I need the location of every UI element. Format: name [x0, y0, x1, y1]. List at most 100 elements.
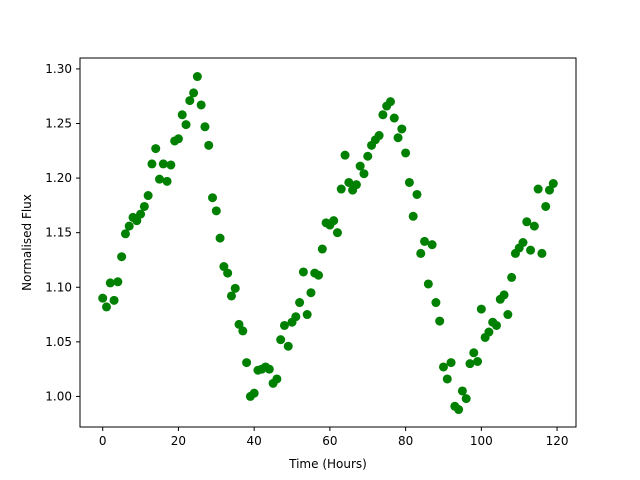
data-point — [522, 217, 532, 227]
data-point — [192, 72, 202, 82]
data-point — [98, 293, 108, 303]
data-point — [363, 151, 373, 161]
data-point — [226, 291, 236, 301]
data-point — [283, 341, 293, 351]
data-point — [185, 96, 195, 106]
data-point — [526, 245, 536, 255]
data-point — [446, 358, 456, 368]
x-tick-label: 60 — [322, 434, 337, 448]
data-point — [155, 174, 165, 184]
data-point — [412, 189, 422, 199]
data-point — [242, 358, 252, 368]
data-point — [181, 120, 191, 130]
data-point — [177, 110, 187, 120]
data-point — [385, 97, 395, 107]
x-tick-label: 40 — [247, 434, 262, 448]
data-point — [355, 161, 365, 171]
data-point — [189, 88, 199, 98]
data-point — [158, 159, 168, 169]
plot-frame — [79, 57, 577, 428]
y-tick-label: 1.00 — [45, 389, 72, 403]
data-point — [435, 316, 445, 326]
data-point — [351, 180, 361, 190]
y-axis-ticks: 1.00 1.05 1.10 1.15 1.20 1.25 1.30 — [45, 62, 80, 403]
data-point — [124, 221, 134, 231]
data-point — [291, 312, 301, 322]
data-point — [438, 362, 448, 372]
data-point — [469, 348, 479, 358]
y-tick-label: 1.20 — [45, 171, 72, 185]
data-point — [147, 159, 157, 169]
data-point — [249, 388, 259, 398]
data-point — [295, 298, 305, 308]
data-point — [314, 270, 324, 280]
data-point — [393, 133, 403, 143]
data-point — [408, 211, 418, 221]
data-point — [491, 320, 501, 330]
data-point — [332, 228, 342, 238]
data-point — [541, 201, 551, 211]
data-point — [238, 326, 248, 336]
data-point — [139, 201, 149, 211]
data-point — [507, 272, 517, 282]
data-point — [374, 131, 384, 141]
data-point — [518, 238, 528, 247]
data-point — [298, 267, 308, 277]
data-point — [340, 150, 350, 160]
data-point — [548, 179, 558, 189]
data-point — [442, 374, 452, 384]
x-tick-label: 120 — [546, 434, 569, 448]
data-point — [473, 357, 483, 366]
data-point — [132, 216, 142, 226]
data-point — [457, 386, 467, 396]
data-point — [223, 268, 233, 278]
data-point — [117, 252, 127, 262]
data-point — [461, 394, 471, 404]
data-point — [211, 206, 221, 216]
data-point — [230, 283, 240, 293]
data-point — [109, 295, 119, 305]
data-point — [533, 184, 543, 194]
data-point — [113, 277, 123, 287]
data-point — [404, 177, 414, 187]
data-point — [279, 320, 289, 330]
x-tick-label: 80 — [398, 434, 413, 448]
data-point — [499, 290, 509, 300]
data-point — [389, 113, 399, 123]
data-point — [476, 304, 486, 314]
data-point — [208, 193, 218, 203]
data-point — [454, 405, 464, 415]
data-point — [120, 229, 130, 239]
data-points — [98, 72, 558, 415]
y-tick-label: 1.05 — [45, 335, 72, 349]
data-point — [465, 359, 475, 369]
y-tick-label: 1.30 — [45, 62, 72, 76]
data-point — [102, 302, 111, 312]
data-point — [359, 169, 369, 179]
y-tick-label: 1.15 — [45, 226, 72, 240]
data-point — [416, 248, 426, 258]
data-point — [166, 160, 176, 170]
data-point — [431, 298, 441, 308]
data-point — [503, 310, 513, 320]
data-point — [302, 310, 312, 320]
data-point — [427, 240, 437, 250]
data-point — [136, 209, 146, 219]
data-point — [420, 236, 430, 246]
data-point — [344, 177, 354, 187]
y-tick-label: 1.25 — [45, 117, 72, 131]
data-point — [215, 233, 225, 243]
data-point — [272, 374, 282, 384]
data-point — [234, 319, 244, 329]
data-point — [537, 248, 547, 258]
data-point — [219, 262, 229, 272]
data-point — [200, 122, 210, 132]
data-point — [545, 185, 554, 195]
data-point — [196, 100, 206, 110]
data-point — [401, 148, 411, 158]
x-axis-label: Time (Hours) — [288, 457, 367, 471]
data-point — [143, 191, 153, 201]
x-tick-label: 100 — [470, 434, 493, 448]
